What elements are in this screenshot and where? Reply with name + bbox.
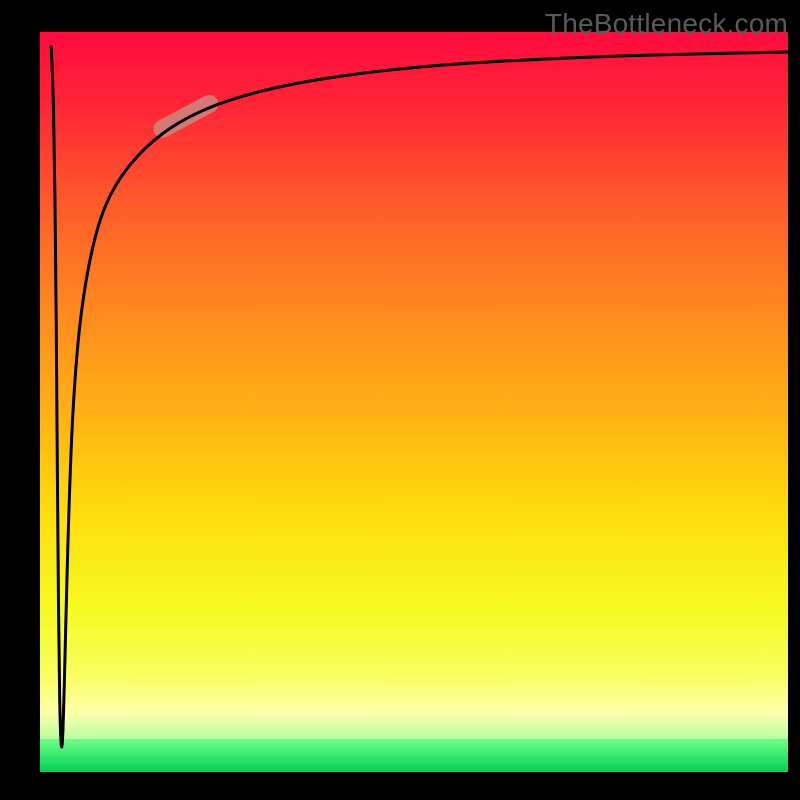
stage: TheBottleneck.com: [0, 0, 800, 800]
curve-path: [51, 47, 788, 747]
watermark-text: TheBottleneck.com: [545, 8, 788, 40]
chart-svg: [40, 32, 788, 772]
plot-area: [40, 32, 788, 772]
